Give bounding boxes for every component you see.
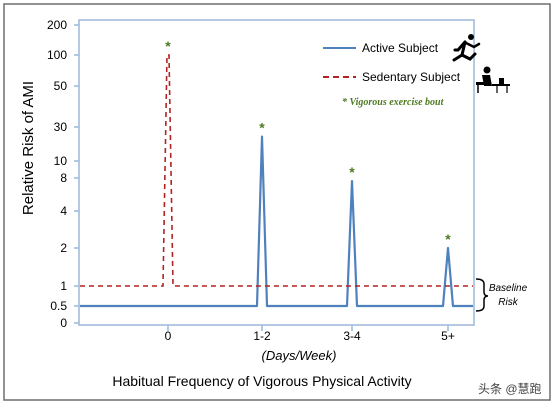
- exercise-bout-marker: *: [445, 231, 451, 247]
- y-tick-label: 2: [60, 241, 67, 255]
- legend: Active Subject Sedentary Subject * Vigor…: [323, 34, 510, 108]
- baseline-label-line2: Risk: [498, 297, 518, 308]
- y-tick-label: 8: [60, 171, 67, 185]
- x-axis-label: Habitual Frequency of Vigorous Physical …: [112, 373, 411, 389]
- y-axis-label: Relative Risk of AMI: [20, 81, 37, 215]
- series-layer: [80, 54, 473, 308]
- legend-label-active: Active Subject: [362, 41, 439, 55]
- series-line-active: [80, 135, 473, 308]
- y-tick-label: 100: [47, 48, 67, 62]
- exercise-bout-marker: *: [165, 38, 171, 54]
- x-unit-label: (Days/Week): [262, 348, 337, 363]
- runner-icon: [452, 34, 481, 62]
- plot-area-border: [78, 19, 475, 326]
- baseline-risk-annotation: Baseline Risk: [475, 278, 528, 312]
- y-tick-label: 200: [47, 18, 67, 32]
- y-tick-label: 0: [60, 316, 67, 330]
- y-tick-label: 30: [54, 120, 68, 134]
- y-axis-ticks: 200 100 50 30 10 8 4 2 1 0.5 0: [47, 18, 79, 330]
- outer-border: [3, 3, 551, 401]
- x-tick-label: 0: [165, 329, 172, 343]
- legend-label-sedentary: Sedentary Subject: [362, 70, 461, 84]
- desk-worker-icon: [476, 66, 510, 93]
- baseline-label-line1: Baseline: [489, 283, 528, 294]
- annotation-markers: * * * *: [165, 38, 451, 247]
- watermark: 头条 @慧跑: [478, 381, 542, 396]
- series-line-sedentary: [80, 54, 473, 287]
- x-tick-label: 1-2: [253, 329, 271, 343]
- exercise-bout-marker: *: [259, 120, 265, 136]
- y-tick-label: 50: [54, 79, 68, 93]
- baseline-bracket: [475, 278, 489, 312]
- legend-annotation-note: * Vigorous exercise bout: [342, 97, 445, 108]
- y-tick-label: 10: [54, 154, 68, 168]
- y-tick-label: 4: [60, 204, 67, 218]
- y-tick-label: 0.5: [50, 299, 67, 313]
- x-axis-ticks: 0 1-2 3-4 5+: [165, 325, 455, 343]
- y-tick-label: 1: [60, 279, 67, 293]
- x-tick-label: 5+: [441, 329, 455, 343]
- x-tick-label: 3-4: [343, 329, 361, 343]
- exercise-bout-marker: *: [349, 164, 355, 180]
